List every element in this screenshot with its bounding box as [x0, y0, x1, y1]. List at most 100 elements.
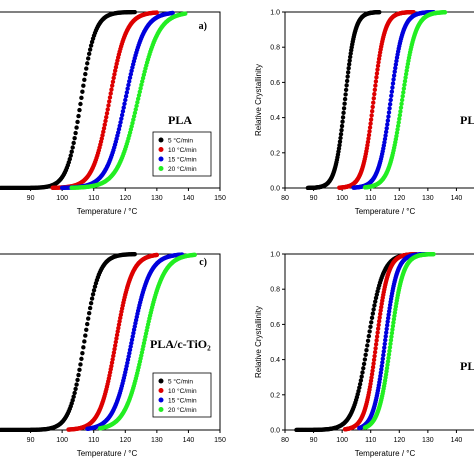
data-point: [372, 87, 378, 92]
legend-label: 10 °C/min: [168, 146, 197, 154]
data-point: [76, 372, 81, 378]
data-group: [294, 252, 436, 432]
data-point: [116, 325, 121, 331]
data-point: [86, 310, 92, 316]
data-point: [380, 356, 385, 361]
data-point: [68, 153, 73, 158]
series-20-cmin: [97, 252, 197, 431]
data-point: [111, 353, 116, 359]
legend-marker: [158, 137, 164, 143]
data-point: [371, 307, 376, 312]
data-point: [370, 311, 376, 316]
data-point: [111, 350, 117, 355]
data-point: [373, 83, 378, 88]
data-point: [154, 252, 160, 258]
data-point: [91, 288, 97, 293]
data-point: [121, 105, 126, 110]
data-point: [371, 361, 376, 366]
data-point: [90, 292, 96, 297]
data-point: [383, 337, 388, 343]
data-point: [117, 319, 122, 324]
data-point: [342, 96, 348, 102]
data-point: [379, 367, 384, 372]
data-point: [71, 394, 76, 399]
data-point: [383, 133, 388, 138]
sample-title: PLA: [168, 113, 192, 127]
y-tick-label: 0.6: [270, 322, 280, 329]
series-10-cmin: [66, 252, 160, 432]
data-point: [129, 340, 134, 346]
data-point: [109, 363, 114, 369]
x-tick-label: 140: [183, 195, 195, 202]
data-point: [386, 110, 392, 115]
data-point: [113, 65, 119, 70]
data-point: [76, 113, 81, 119]
data-point: [137, 89, 143, 94]
y-tick-label: 0.8: [270, 287, 280, 294]
data-point: [89, 296, 95, 301]
data-point: [370, 365, 376, 370]
data-point: [390, 81, 396, 86]
legend-marker: [158, 166, 164, 171]
data-point: [395, 127, 400, 132]
data-point: [346, 66, 351, 71]
data-point: [383, 334, 388, 339]
data-point: [391, 73, 397, 78]
data-point: [442, 10, 448, 15]
data-point: [70, 145, 75, 150]
data-point: [366, 132, 372, 138]
data-point: [391, 320, 396, 325]
data-point: [365, 139, 371, 145]
data-point: [88, 43, 94, 48]
data-point: [192, 252, 197, 258]
data-point: [114, 332, 120, 338]
sample-title: PL: [460, 359, 474, 373]
y-axis-label: Relative Crystallinity: [254, 64, 263, 136]
data-point: [337, 139, 343, 144]
data-point: [386, 352, 392, 357]
data-point: [112, 68, 118, 73]
data-point: [346, 62, 352, 67]
data-point: [341, 110, 346, 116]
data-point: [399, 97, 405, 103]
x-tick-label: 150: [214, 195, 226, 202]
data-point: [391, 77, 396, 82]
sample-title: PL: [460, 113, 474, 127]
data-point: [385, 118, 391, 123]
data-point: [378, 308, 383, 313]
data-point: [86, 51, 92, 57]
data-point: [392, 313, 397, 319]
chart-panel-3: 90 100 110 120 130 140 150 Temperature / °C c) PL…: [0, 252, 226, 458]
data-point: [359, 374, 364, 379]
data-point: [88, 300, 94, 306]
data-point: [374, 334, 380, 339]
data-point: [372, 303, 377, 308]
legend-label: 5 °C/min: [168, 377, 193, 385]
data-point: [394, 130, 400, 135]
data-point: [337, 142, 342, 148]
data-point: [386, 114, 391, 119]
data-point: [356, 388, 361, 394]
data-point: [377, 10, 382, 15]
x-tick-label: 110: [365, 195, 376, 202]
data-point: [72, 390, 77, 396]
series-5-cmin: [305, 10, 382, 190]
data-point: [74, 125, 79, 130]
data-point: [370, 104, 375, 110]
data-point: [391, 316, 397, 322]
data-point: [87, 305, 93, 311]
data-point: [431, 252, 436, 257]
data-point: [374, 75, 379, 80]
data-point: [357, 381, 363, 387]
data-point: [86, 316, 91, 321]
data-point: [129, 68, 134, 74]
data-point: [383, 129, 389, 135]
x-tick-label: 120: [119, 437, 131, 444]
data-point: [112, 346, 117, 352]
chart-panel-1: 90 100 110 120 130 140 150 Temperature / °C a) PL…: [0, 10, 226, 216]
legend-marker: [158, 156, 164, 162]
data-point: [379, 304, 384, 310]
data-point: [109, 360, 115, 365]
x-tick-label: 90: [27, 437, 35, 444]
legend-label: 15 °C/min: [168, 396, 197, 404]
